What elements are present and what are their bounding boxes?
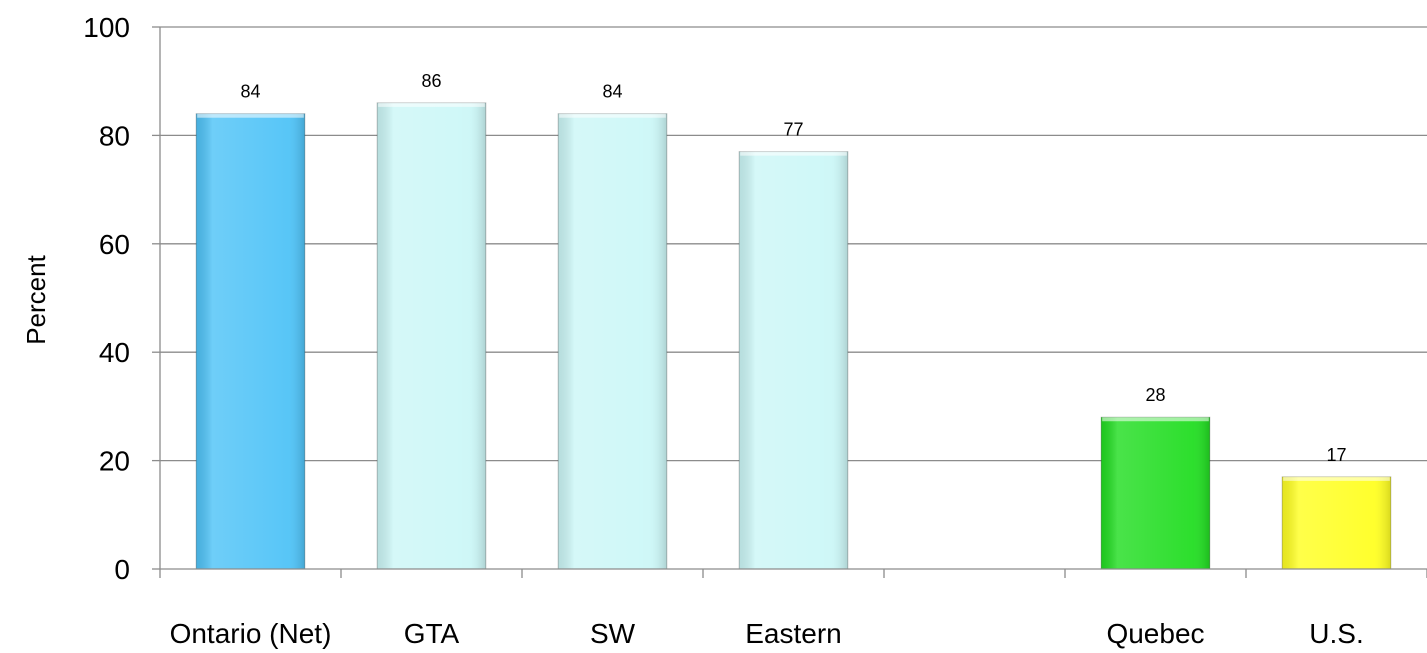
- bar-highlight: [1283, 476, 1390, 481]
- data-label: 17: [1326, 445, 1346, 465]
- bars: 84 86 84 77 28 17: [195, 71, 1392, 570]
- bar-shading: [196, 113, 305, 569]
- bar-shading: [1101, 417, 1210, 569]
- x-category-label: U.S.: [1309, 618, 1363, 649]
- bar-shading: [377, 102, 486, 569]
- data-label: 28: [1145, 385, 1165, 405]
- axes: 0 20 40 60 80 100 Ontario (Net) GTA SW Eastern Que…: [83, 12, 1427, 649]
- data-label: 84: [240, 82, 260, 102]
- y-tick-label: 20: [99, 446, 130, 477]
- x-category-label: GTA: [404, 618, 460, 649]
- bar-highlight: [1102, 417, 1209, 422]
- bar-highlight: [378, 102, 485, 107]
- x-category-label: Eastern: [745, 618, 842, 649]
- y-tick-label: 80: [99, 120, 130, 151]
- x-category-label: SW: [590, 618, 636, 649]
- y-tick-label: 40: [99, 337, 130, 368]
- data-label: 86: [421, 71, 441, 91]
- y-tick-label: 100: [83, 12, 130, 43]
- x-category-label: Quebec: [1106, 618, 1204, 649]
- data-label: 77: [783, 120, 803, 140]
- bar-highlight: [197, 113, 304, 118]
- y-tick-label: 60: [99, 229, 130, 260]
- y-axis-title: Percent: [21, 254, 51, 344]
- bar-shading: [1282, 476, 1391, 569]
- bar-shading: [558, 113, 667, 569]
- x-category-label: Ontario (Net): [170, 618, 332, 649]
- bar-highlight: [740, 151, 847, 156]
- bar-highlight: [559, 113, 666, 118]
- data-label: 84: [602, 82, 622, 102]
- bar-shading: [739, 151, 848, 569]
- y-tick-label: 0: [114, 554, 130, 585]
